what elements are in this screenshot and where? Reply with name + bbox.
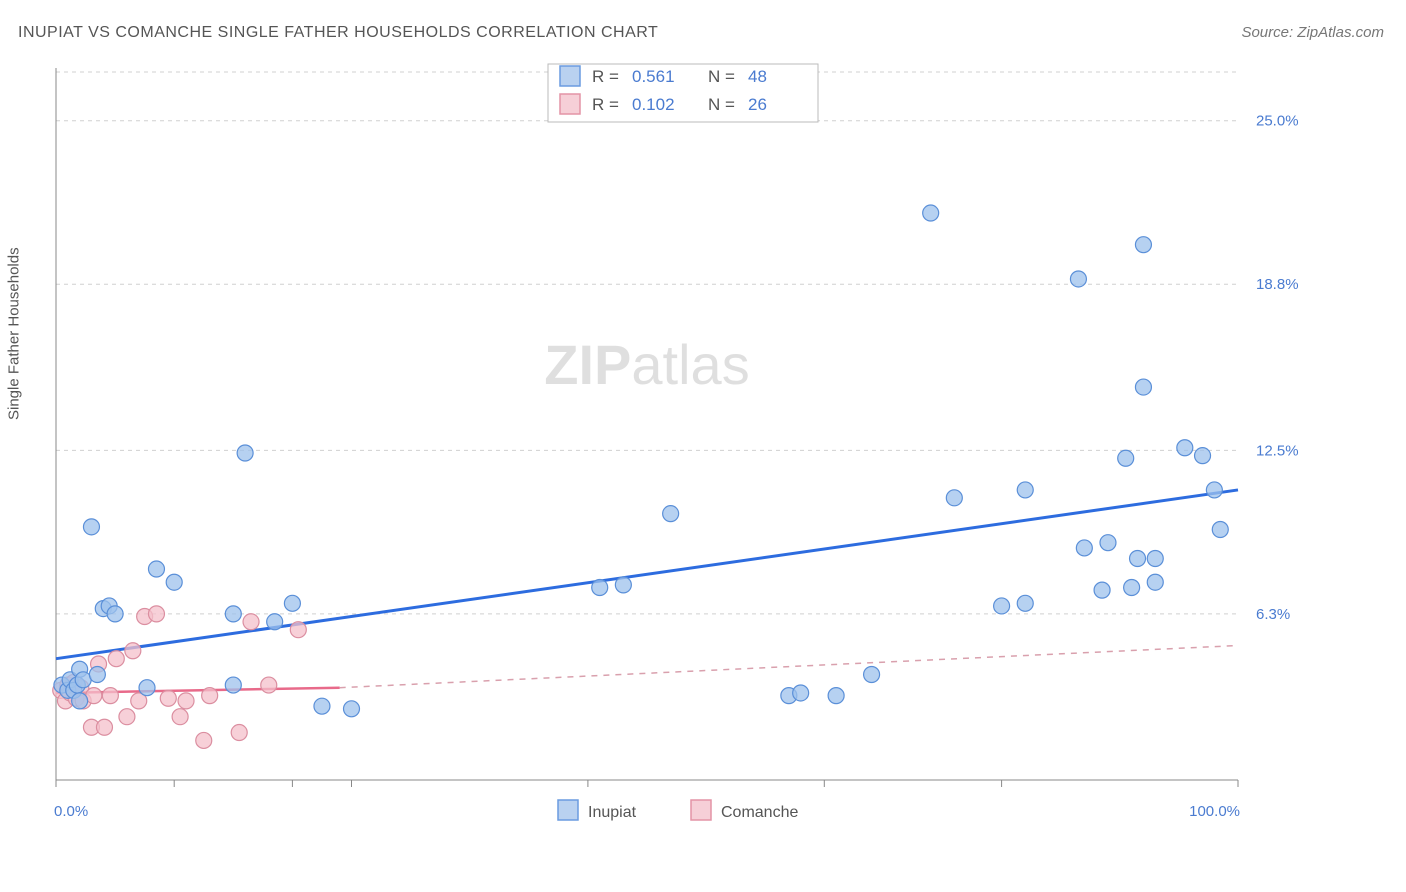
data-point-comanche — [119, 709, 135, 725]
data-point-inupiat — [225, 677, 241, 693]
data-point-inupiat — [237, 445, 253, 461]
legend-n-value: 26 — [748, 95, 767, 114]
data-point-inupiat — [72, 693, 88, 709]
data-point-inupiat — [1076, 540, 1092, 556]
data-point-inupiat — [166, 574, 182, 590]
data-point-inupiat — [83, 519, 99, 535]
data-point-inupiat — [89, 667, 105, 683]
data-point-inupiat — [1124, 579, 1140, 595]
legend-swatch — [560, 66, 580, 86]
y-tick-label: 18.8% — [1256, 276, 1299, 293]
stats-legend — [548, 64, 818, 122]
data-point-inupiat — [1206, 482, 1222, 498]
data-point-inupiat — [615, 577, 631, 593]
data-point-inupiat — [1147, 574, 1163, 590]
data-point-comanche — [231, 725, 247, 741]
data-point-inupiat — [1135, 379, 1151, 395]
trendline-inupiat — [56, 490, 1238, 659]
data-point-comanche — [108, 651, 124, 667]
data-point-inupiat — [1212, 521, 1228, 537]
data-point-inupiat — [1017, 595, 1033, 611]
y-tick-label: 12.5% — [1256, 442, 1299, 459]
data-point-inupiat — [344, 701, 360, 717]
data-point-inupiat — [107, 606, 123, 622]
plot-area: 6.3% 12.5% 18.8% 25.0% 0.0% 100.0% ZIPatlas R =… — [48, 60, 1308, 820]
data-point-comanche — [96, 719, 112, 735]
legend-n-label: N = — [708, 67, 735, 86]
data-point-inupiat — [225, 606, 241, 622]
data-point-inupiat — [139, 680, 155, 696]
legend-n-value: 48 — [748, 67, 767, 86]
data-point-inupiat — [1177, 440, 1193, 456]
data-point-inupiat — [793, 685, 809, 701]
data-point-inupiat — [923, 205, 939, 221]
data-point-inupiat — [946, 490, 962, 506]
legend-r-label: R = — [592, 95, 619, 114]
chart-svg: 6.3% 12.5% 18.8% 25.0% 0.0% 100.0% ZIPatlas R =… — [48, 60, 1308, 820]
y-tick-label: 6.3% — [1256, 606, 1290, 623]
data-point-comanche — [196, 732, 212, 748]
legend-series-label: Comanche — [721, 804, 798, 821]
data-point-inupiat — [592, 579, 608, 595]
data-point-inupiat — [1094, 582, 1110, 598]
data-point-comanche — [202, 688, 218, 704]
legend-r-label: R = — [592, 67, 619, 86]
legend-n-label: N = — [708, 95, 735, 114]
data-point-comanche — [148, 606, 164, 622]
data-point-inupiat — [1135, 237, 1151, 253]
data-point-inupiat — [1195, 448, 1211, 464]
data-point-inupiat — [267, 614, 283, 630]
data-point-comanche — [172, 709, 188, 725]
data-point-inupiat — [994, 598, 1010, 614]
legend-swatch — [691, 800, 711, 820]
data-point-inupiat — [1017, 482, 1033, 498]
legend-series-label: Inupiat — [588, 804, 637, 821]
trendline-comanche-extrapolated — [340, 646, 1238, 688]
data-point-inupiat — [1147, 550, 1163, 566]
legend-swatch — [560, 94, 580, 114]
data-point-comanche — [125, 643, 141, 659]
y-axis-label: Single Father Households — [6, 247, 23, 420]
data-point-inupiat — [828, 688, 844, 704]
chart-container: INUPIAT VS COMANCHE SINGLE FATHER HOUSEH… — [0, 0, 1406, 892]
data-point-comanche — [178, 693, 194, 709]
x-tick-label: 100.0% — [1189, 803, 1240, 820]
source-attribution: Source: ZipAtlas.com — [1241, 24, 1384, 41]
data-point-inupiat — [663, 506, 679, 522]
data-point-comanche — [102, 688, 118, 704]
legend-swatch — [558, 800, 578, 820]
x-tick-label: 0.0% — [54, 803, 88, 820]
data-point-comanche — [261, 677, 277, 693]
legend-r-value: 0.102 — [632, 95, 675, 114]
data-point-inupiat — [1118, 450, 1134, 466]
data-point-inupiat — [284, 595, 300, 611]
data-point-inupiat — [1100, 535, 1116, 551]
y-tick-label: 25.0% — [1256, 113, 1299, 130]
data-point-inupiat — [148, 561, 164, 577]
data-point-comanche — [290, 622, 306, 638]
data-point-inupiat — [1130, 550, 1146, 566]
data-point-comanche — [243, 614, 259, 630]
watermark: ZIPatlas — [544, 333, 749, 396]
data-point-comanche — [160, 690, 176, 706]
data-point-inupiat — [314, 698, 330, 714]
data-point-inupiat — [1070, 271, 1086, 287]
data-point-inupiat — [864, 667, 880, 683]
legend-r-value: 0.561 — [632, 67, 675, 86]
chart-title: INUPIAT VS COMANCHE SINGLE FATHER HOUSEH… — [18, 24, 658, 42]
